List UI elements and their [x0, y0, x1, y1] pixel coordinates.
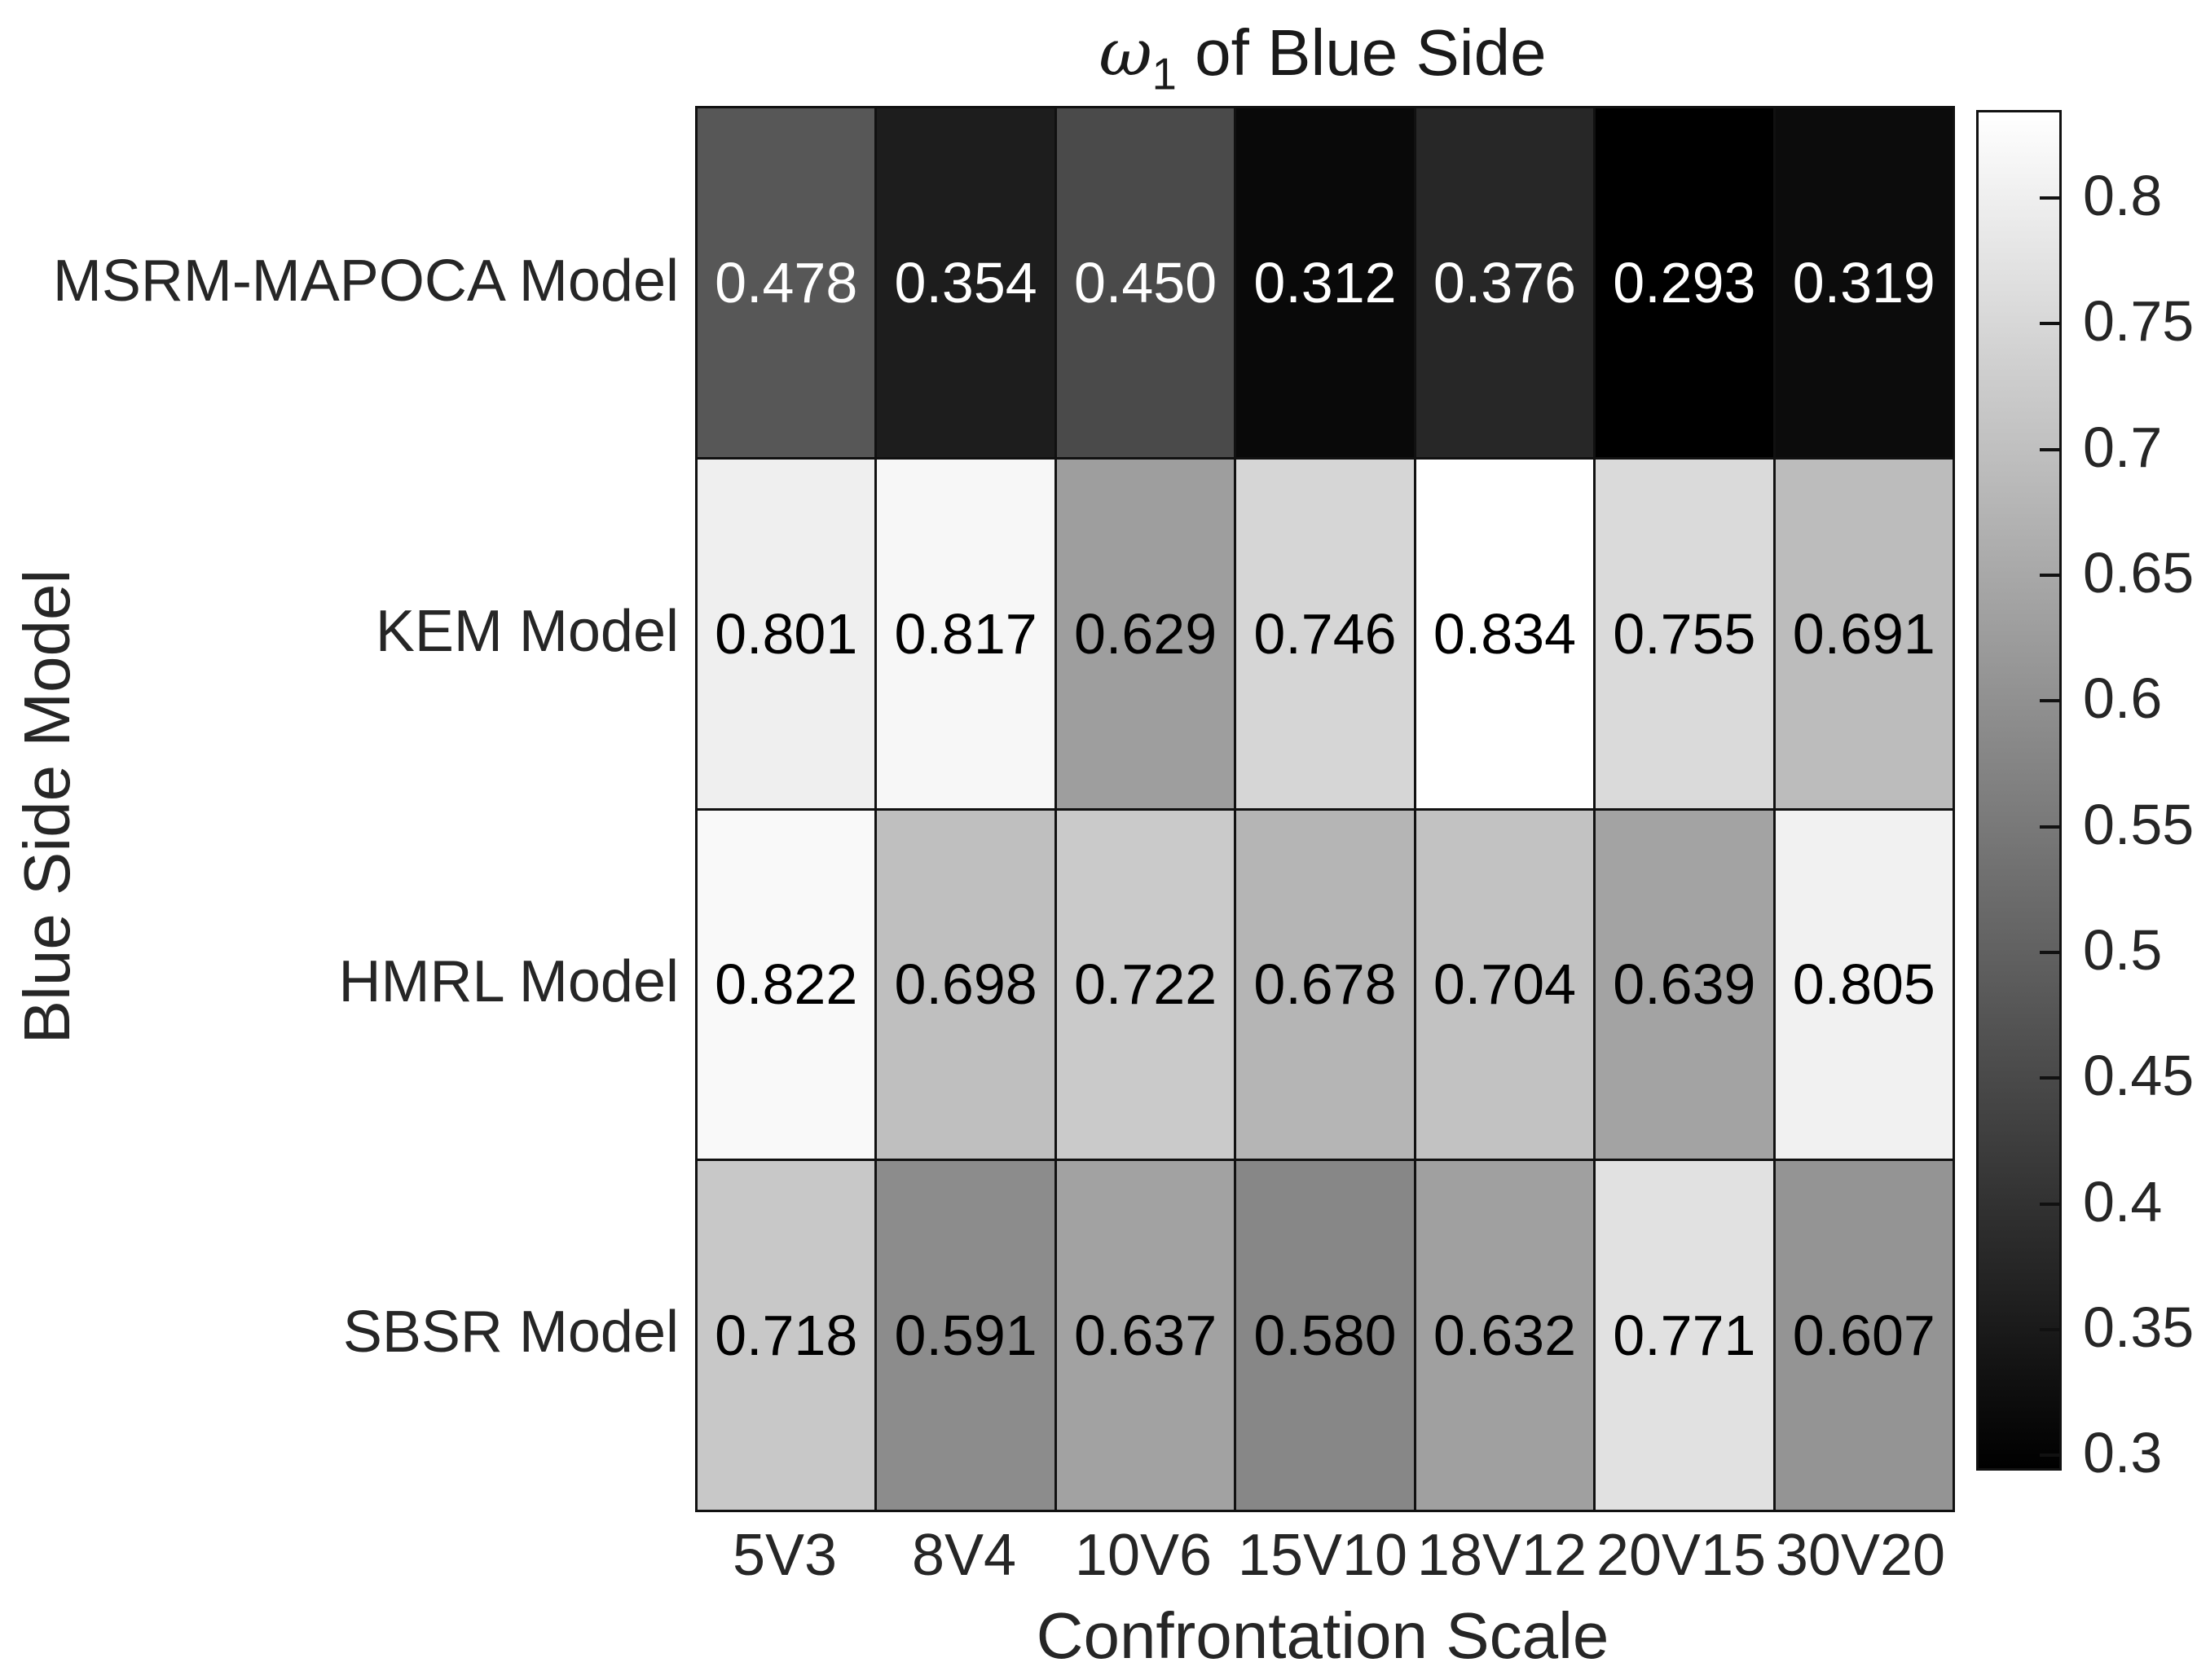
chart-title-text: of Blue Side — [1176, 16, 1547, 89]
colorbar — [1976, 110, 2062, 1471]
heatmap-cell: 0.478 — [698, 108, 875, 457]
heatmap-cell: 0.746 — [1236, 459, 1414, 808]
heatmap-cell: 0.704 — [1416, 810, 1594, 1159]
heatmap-cell: 0.607 — [1775, 1161, 1953, 1510]
colorbar-tick-label: 0.35 — [2083, 1295, 2195, 1360]
heatmap-cell: 0.376 — [1416, 108, 1594, 457]
omega-symbol: ω — [1098, 15, 1152, 90]
colorbar-tick — [2040, 1076, 2059, 1080]
heatmap-cell: 0.771 — [1596, 1161, 1773, 1510]
heatmap-cell: 0.817 — [877, 459, 1054, 808]
row-label: MSRM-MAPOCA Model — [52, 248, 679, 314]
column-label: 20V15 — [1596, 1523, 1767, 1588]
colorbar-tick-label: 0.45 — [2083, 1044, 2195, 1108]
colorbar-tick-label: 0.65 — [2083, 540, 2195, 605]
heatmap-cell: 0.722 — [1056, 810, 1235, 1159]
colorbar-tick — [2040, 322, 2059, 326]
heatmap-cell: 0.822 — [698, 810, 875, 1159]
heatmap-cell: 0.632 — [1416, 1161, 1594, 1510]
heatmap-cell: 0.755 — [1596, 459, 1773, 808]
colorbar-tick-label: 0.7 — [2083, 415, 2163, 479]
x-axis-title: Confrontation Scale — [1036, 1599, 1609, 1672]
colorbar-tick-label: 0.55 — [2083, 792, 2195, 856]
heatmap-cell: 0.678 — [1236, 810, 1414, 1159]
heatmap-cell: 0.450 — [1056, 108, 1235, 457]
colorbar-tick-label: 0.3 — [2083, 1421, 2163, 1485]
heatmap-cell: 0.698 — [877, 810, 1054, 1159]
colorbar-tick-label: 0.8 — [2083, 163, 2163, 227]
colorbar-tick-label: 0.75 — [2083, 289, 2195, 354]
heatmap-cell: 0.718 — [698, 1161, 875, 1510]
row-label: SBSR Model — [342, 1300, 679, 1365]
heatmap-cell: 0.354 — [877, 108, 1054, 457]
column-label: 10V6 — [1074, 1523, 1213, 1588]
heatmap-cell: 0.319 — [1775, 108, 1953, 457]
omega-subscript: 1 — [1151, 49, 1177, 99]
colorbar-tick-label: 0.5 — [2083, 918, 2163, 983]
heatmap-cell: 0.805 — [1775, 810, 1953, 1159]
colorbar-tick-label: 0.4 — [2083, 1169, 2163, 1234]
row-label: HMRL Model — [338, 949, 679, 1014]
colorbar-tick — [2040, 196, 2059, 200]
colorbar-tick — [2040, 447, 2059, 451]
colorbar-tick-label: 0.6 — [2083, 666, 2163, 731]
heatmap-cell: 0.629 — [1056, 459, 1235, 808]
colorbar-tick — [2040, 699, 2059, 703]
heatmap-cell: 0.580 — [1236, 1161, 1414, 1510]
chart-title: ω1 of Blue Side — [695, 15, 1950, 99]
colorbar-tick — [2040, 573, 2059, 577]
heatmap-cell: 0.801 — [698, 459, 875, 808]
heatmap-grid: 0.478 0.354 0.450 0.312 0.376 0.293 0.319 0.801… — [695, 106, 1955, 1512]
heatmap-cell: 0.591 — [877, 1161, 1054, 1510]
heatmap-cell: 0.639 — [1596, 810, 1773, 1159]
column-label: 30V20 — [1775, 1523, 1946, 1588]
colorbar-tick — [2040, 1454, 2059, 1458]
column-label: 15V10 — [1237, 1523, 1408, 1588]
colorbar-tick — [2040, 1328, 2059, 1332]
heatmap-cell: 0.834 — [1416, 459, 1594, 808]
colorbar-tick — [2040, 1202, 2059, 1206]
y-axis-title: Blue Side Model — [11, 569, 83, 1045]
colorbar-tick — [2040, 951, 2059, 955]
heatmap-cell: 0.691 — [1775, 459, 1953, 808]
heatmap-cell: 0.637 — [1056, 1161, 1235, 1510]
column-label: 18V12 — [1416, 1523, 1587, 1588]
row-label: KEM Model — [375, 599, 679, 664]
heatmap-cell: 0.293 — [1596, 108, 1773, 457]
heatmap-cell: 0.312 — [1236, 108, 1414, 457]
colorbar-tick — [2040, 825, 2059, 829]
column-label: 5V3 — [732, 1523, 838, 1588]
column-label: 8V4 — [911, 1523, 1017, 1588]
